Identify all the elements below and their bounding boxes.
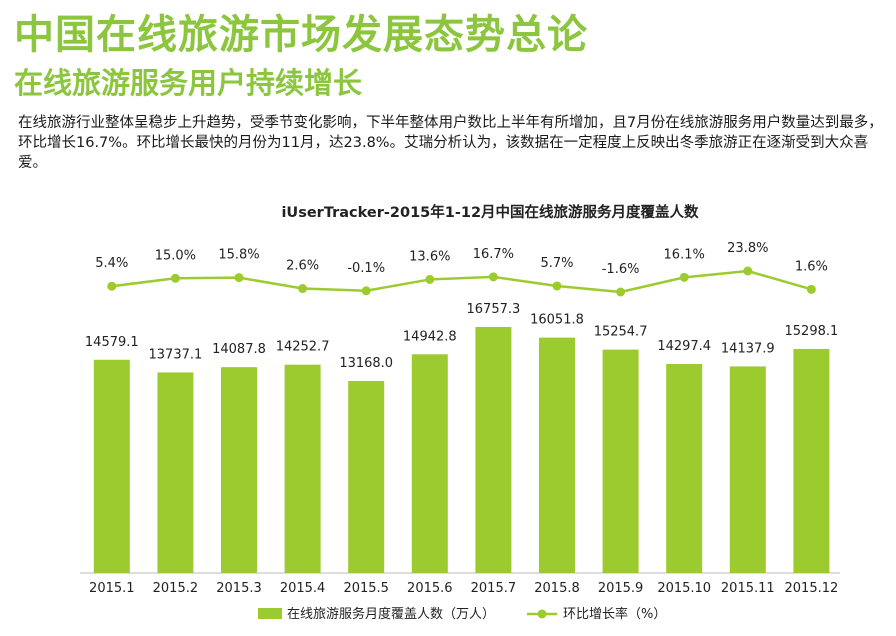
x-tick-label: 2015.10 (657, 581, 711, 596)
bar-2015.2 (157, 372, 194, 573)
x-tick-label: 2015.8 (534, 581, 580, 596)
growth-rate-label: 16.7% (473, 247, 514, 262)
bar-value-label: 14297.4 (657, 339, 711, 354)
growth-rate-point (679, 272, 689, 282)
bar-value-label: 14579.1 (85, 335, 139, 350)
growth-rate-point (743, 266, 753, 276)
growth-rate-point (425, 274, 435, 284)
x-tick-label: 2015.5 (343, 581, 389, 596)
bar-2015.3 (221, 367, 257, 573)
x-tick-label: 2015.4 (280, 581, 326, 596)
chart-title: iUserTracker-2015年1-12月中国在线旅游服务月度覆盖人数 (281, 203, 699, 221)
bar-2015.7 (475, 327, 512, 573)
bar-2015.12 (793, 348, 830, 573)
page-title: 中国在线旅游市场发展态势总论 (14, 12, 588, 58)
bar-value-label: 14942.8 (403, 329, 457, 344)
bar-value-label: 16757.3 (467, 302, 521, 317)
bar-2015.5 (348, 381, 385, 573)
description-text: 在线旅游行业整体呈稳步上升趋势，受季节变化影响，下半年整体用户数比上半年有所增加… (18, 115, 883, 171)
bar-2015.11 (729, 366, 766, 573)
bar-value-label: 15298.1 (785, 324, 839, 339)
page-subtitle: 在线旅游服务用户持续增长 (14, 66, 363, 100)
bar-2015.10 (666, 364, 703, 573)
bar-2015.4 (284, 364, 321, 573)
growth-rate-label: 1.6% (795, 259, 828, 274)
x-tick-label: 2015.12 (785, 581, 839, 596)
growth-rate-label: -1.6% (602, 262, 640, 277)
growth-rate-line (111, 269, 812, 294)
growth-rate-label: 5.7% (540, 256, 573, 271)
bar-value-label: 14087.8 (212, 342, 266, 357)
growth-rate-label: 13.6% (409, 249, 450, 264)
legend-line-marker (537, 609, 547, 619)
x-tick-label: 2015.3 (216, 581, 262, 596)
x-tick-label: 2015.6 (407, 581, 453, 596)
bar-2015.6 (411, 354, 448, 573)
bar-value-label: 14252.7 (276, 340, 330, 355)
growth-rate-label: 16.1% (664, 247, 705, 262)
growth-rate-label: 5.4% (95, 256, 128, 271)
growth-rate-label: 2.6% (286, 259, 319, 274)
bar-2015.8 (539, 337, 575, 573)
bar-value-label: 13737.1 (149, 347, 203, 362)
x-tick-label: 2015.2 (153, 581, 199, 596)
growth-rate-label: 15.8% (218, 248, 259, 263)
growth-rate-point (806, 284, 816, 294)
growth-rate-point (361, 286, 371, 296)
growth-rate-label: -0.1% (347, 261, 385, 276)
legend-bar-label: 在线旅游服务月度覆盖人数（万人） (287, 606, 495, 622)
legend-line-label: 环比增长率（%） (563, 606, 666, 622)
legend-bar-swatch (258, 608, 282, 619)
x-tick-label: 2015.7 (471, 581, 517, 596)
growth-rate-point (552, 281, 562, 291)
x-tick-label: 2015.11 (721, 581, 775, 596)
growth-rate-point (234, 273, 244, 283)
growth-rate-label: 15.0% (155, 248, 196, 263)
x-tick-label: 2015.1 (89, 581, 135, 596)
growth-rate-point (170, 273, 180, 283)
bar-value-label: 15254.7 (594, 325, 648, 340)
x-tick-label: 2015.9 (598, 581, 644, 596)
growth-rate-point (107, 281, 117, 291)
growth-rate-point (298, 284, 308, 294)
bar-value-label: 16051.8 (530, 313, 584, 328)
bar-value-label: 14137.9 (721, 341, 775, 356)
bar-2015.1 (93, 359, 130, 573)
growth-rate-label: 23.8% (727, 241, 768, 256)
bar-value-label: 13168.0 (339, 356, 393, 371)
growth-rate-point (616, 287, 626, 297)
bar-2015.9 (602, 349, 639, 573)
growth-rate-point (488, 272, 498, 282)
